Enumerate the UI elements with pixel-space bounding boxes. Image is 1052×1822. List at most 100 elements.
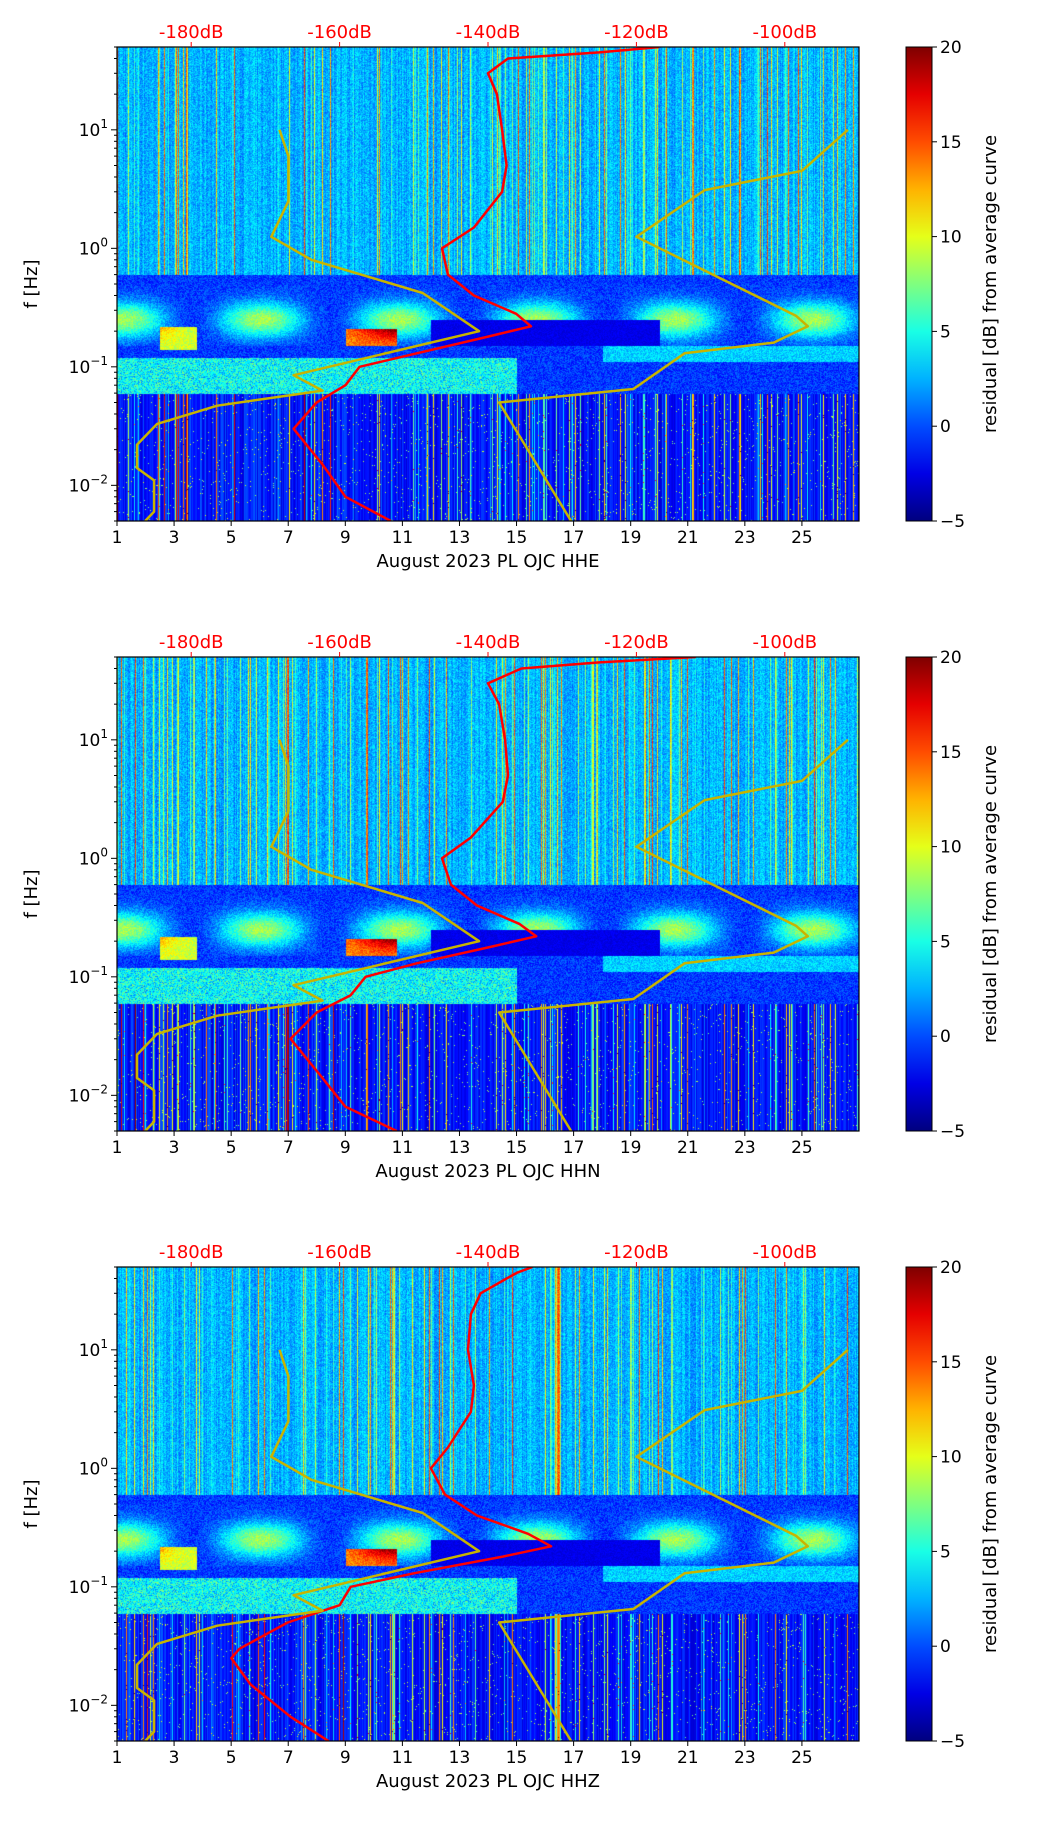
x-tick-label: 19 bbox=[620, 528, 642, 548]
x-tick-label: 9 bbox=[340, 528, 351, 548]
colorbar-tick-label: 0 bbox=[940, 1637, 951, 1657]
y-tick-base: 10 bbox=[69, 968, 91, 988]
y-axis-label: f [Hz] bbox=[21, 259, 42, 308]
colorbar bbox=[905, 1266, 933, 1742]
spectrogram-image bbox=[117, 47, 859, 521]
colorbar-tick-label: −5 bbox=[940, 1732, 965, 1752]
y-tick-label: 100 bbox=[79, 235, 108, 259]
colorbar-tick-label: 5 bbox=[940, 1542, 951, 1562]
x-tick-label: 23 bbox=[734, 1138, 756, 1158]
y-tick-exponent: 1 bbox=[100, 117, 108, 131]
y-tick-base: 10 bbox=[69, 1578, 91, 1598]
y-tick-exponent: 0 bbox=[100, 1455, 108, 1469]
spectrogram-panel-hhe: 1 3 5 7 9 11 13 15 17 19 21 23 25 August 2023 PL OJC … bbox=[0, 0, 1052, 602]
colorbar-tick-label: 5 bbox=[940, 932, 951, 952]
colorbar-tick-label: −5 bbox=[940, 512, 965, 532]
x-tick-label: 7 bbox=[283, 1748, 294, 1768]
series-line-nhnm bbox=[497, 1348, 849, 1741]
x-tick-label: 9 bbox=[340, 1138, 351, 1158]
y-tick-base: 10 bbox=[69, 1696, 91, 1716]
colorbar-tick-label: 15 bbox=[940, 133, 962, 153]
x-axis-label: August 2023 PL OJC HHN bbox=[375, 1161, 600, 1182]
y-tick-label: 10−2 bbox=[69, 1692, 108, 1716]
spectrogram-image bbox=[117, 1267, 859, 1741]
y-tick-label: 10−2 bbox=[69, 472, 108, 496]
y-tick-label: 10−1 bbox=[69, 964, 108, 988]
y-tick-label: 101 bbox=[79, 727, 108, 751]
y-tick-label: 100 bbox=[79, 845, 108, 869]
colorbar-tick-label: 20 bbox=[940, 38, 962, 58]
axes-frame bbox=[116, 1266, 860, 1742]
top-db-tick-label: -160dB bbox=[307, 1242, 372, 1263]
colorbar-tick-label: 5 bbox=[940, 322, 951, 342]
series-line-average-psd bbox=[292, 47, 660, 521]
y-tick-exponent: −1 bbox=[90, 354, 108, 368]
series-line-average-psd bbox=[230, 1267, 553, 1741]
y-tick-base: 10 bbox=[79, 239, 101, 259]
spectrogram-panel-hhz: 1 3 5 7 9 11 13 15 17 19 21 23 25 August 2023 PL OJC … bbox=[0, 1220, 1052, 1822]
y-tick-exponent: −2 bbox=[90, 472, 108, 486]
colorbar-tick-label: 10 bbox=[940, 1448, 962, 1468]
colorbar-tick-label: 0 bbox=[940, 1027, 951, 1047]
series-line-nhnm bbox=[497, 738, 849, 1131]
top-db-tick-label: -140dB bbox=[456, 632, 521, 653]
y-tick-label: 10−1 bbox=[69, 1574, 108, 1598]
top-db-tick-label: -100dB bbox=[752, 22, 817, 43]
y-tick-exponent: −1 bbox=[90, 964, 108, 978]
y-tick-base: 10 bbox=[69, 476, 91, 496]
colorbar-tick-label: −5 bbox=[940, 1122, 965, 1142]
colorbar-tick-label: 10 bbox=[940, 838, 962, 858]
top-db-tick-label: -120dB bbox=[604, 632, 669, 653]
x-tick-label: 1 bbox=[112, 1748, 123, 1768]
colorbar-tick-label: 10 bbox=[940, 228, 962, 248]
top-db-tick-label: -140dB bbox=[456, 22, 521, 43]
x-tick-label: 19 bbox=[620, 1748, 642, 1768]
x-tick-label: 15 bbox=[506, 1138, 528, 1158]
top-db-tick-label: -100dB bbox=[752, 632, 817, 653]
y-tick-exponent: 1 bbox=[100, 1337, 108, 1351]
series-line-nlnm bbox=[135, 129, 481, 521]
top-db-tick-label: -120dB bbox=[604, 1242, 669, 1263]
y-tick-label: 101 bbox=[79, 1337, 108, 1361]
colorbar bbox=[905, 46, 933, 522]
x-axis-label: August 2023 PL OJC HHE bbox=[376, 551, 599, 572]
x-tick-label: 17 bbox=[563, 1138, 585, 1158]
spectrogram-image bbox=[117, 657, 859, 1131]
top-db-tick-label: -180dB bbox=[159, 1242, 224, 1263]
y-tick-exponent: 0 bbox=[100, 235, 108, 249]
top-db-tick-label: -180dB bbox=[159, 22, 224, 43]
y-tick-base: 10 bbox=[79, 1341, 101, 1361]
x-axis-label: August 2023 PL OJC HHZ bbox=[376, 1771, 600, 1792]
x-tick-label: 13 bbox=[449, 528, 471, 548]
x-tick-label: 13 bbox=[449, 1748, 471, 1768]
colorbar-tick-label: 20 bbox=[940, 648, 962, 668]
x-tick-label: 7 bbox=[283, 528, 294, 548]
x-tick-label: 11 bbox=[392, 528, 414, 548]
top-db-tick-label: -160dB bbox=[307, 22, 372, 43]
x-tick-label: 23 bbox=[734, 1748, 756, 1768]
x-tick-label: 21 bbox=[677, 1138, 699, 1158]
top-db-tick-label: -180dB bbox=[159, 632, 224, 653]
y-axis-label: f [Hz] bbox=[21, 1479, 42, 1528]
x-tick-label: 21 bbox=[677, 528, 699, 548]
y-tick-base: 10 bbox=[79, 731, 101, 751]
y-tick-label: 10−2 bbox=[69, 1082, 108, 1106]
top-db-tick-label: -120dB bbox=[604, 22, 669, 43]
axes-frame bbox=[116, 46, 860, 522]
y-tick-exponent: 0 bbox=[100, 845, 108, 859]
y-tick-base: 10 bbox=[79, 849, 101, 869]
colorbar bbox=[905, 656, 933, 1132]
colorbar-tick-label: 15 bbox=[940, 743, 962, 763]
colorbar-label: residual [dB] from average curve bbox=[980, 745, 1001, 1043]
y-tick-exponent: −2 bbox=[90, 1692, 108, 1706]
series-line-nlnm bbox=[135, 739, 481, 1131]
x-tick-label: 7 bbox=[283, 1138, 294, 1158]
y-tick-label: 100 bbox=[79, 1455, 108, 1479]
x-tick-label: 23 bbox=[734, 528, 756, 548]
x-tick-label: 15 bbox=[506, 1748, 528, 1768]
x-tick-label: 11 bbox=[392, 1748, 414, 1768]
top-db-tick-label: -140dB bbox=[456, 1242, 521, 1263]
colorbar-tick-label: 15 bbox=[940, 1353, 962, 1373]
x-tick-label: 15 bbox=[506, 528, 528, 548]
